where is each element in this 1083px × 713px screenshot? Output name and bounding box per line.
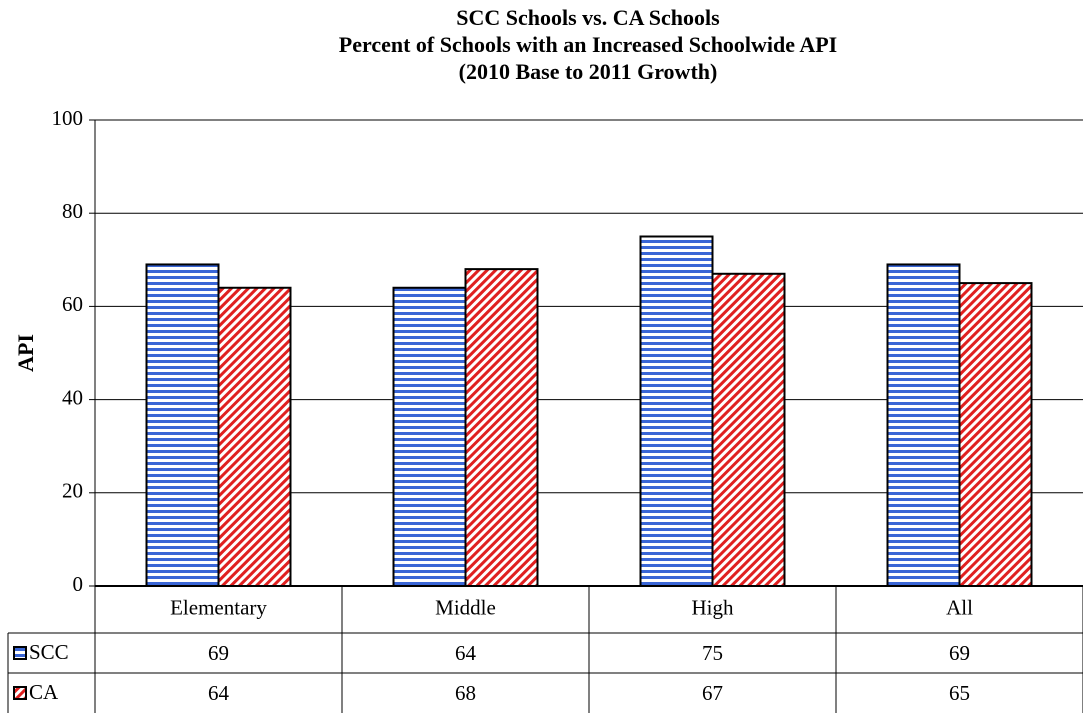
- chart-title: SCC Schools vs. CA Schools: [456, 5, 720, 30]
- bar: [886, 263, 961, 587]
- legend-key: [13, 686, 27, 700]
- y-tick-label: 40: [62, 385, 83, 409]
- bar: [958, 282, 1033, 587]
- bar: [145, 263, 220, 587]
- legend-label: CA: [29, 680, 59, 704]
- bar: [217, 286, 292, 587]
- table-cell: 64: [208, 681, 230, 705]
- legend-key: [13, 646, 27, 660]
- bar: [639, 235, 714, 587]
- chart-title: (2010 Base to 2011 Growth): [459, 59, 718, 84]
- y-tick-label: 60: [62, 292, 83, 316]
- legend-label: SCC: [29, 640, 69, 664]
- table-cell: 64: [455, 641, 477, 665]
- x-tick-label: High: [692, 595, 735, 619]
- table-cell: 67: [702, 681, 723, 705]
- y-tick-label: 80: [62, 199, 83, 223]
- y-axis-label: API: [13, 334, 38, 372]
- table-cell: 69: [208, 641, 229, 665]
- bar: [711, 272, 786, 587]
- table-cell: 75: [702, 641, 723, 665]
- chart-title: Percent of Schools with an Increased Sch…: [339, 32, 837, 57]
- x-tick-label: Middle: [435, 595, 496, 619]
- table-cell: 69: [949, 641, 970, 665]
- y-tick-label: 0: [73, 572, 84, 596]
- table-cell: 68: [455, 681, 476, 705]
- x-tick-label: Elementary: [170, 595, 267, 619]
- table-cell: 65: [949, 681, 970, 705]
- x-tick-label: All: [946, 595, 973, 619]
- bar: [392, 286, 467, 587]
- y-tick-label: 100: [52, 106, 84, 130]
- y-tick-label: 20: [62, 479, 83, 503]
- bar: [464, 268, 539, 587]
